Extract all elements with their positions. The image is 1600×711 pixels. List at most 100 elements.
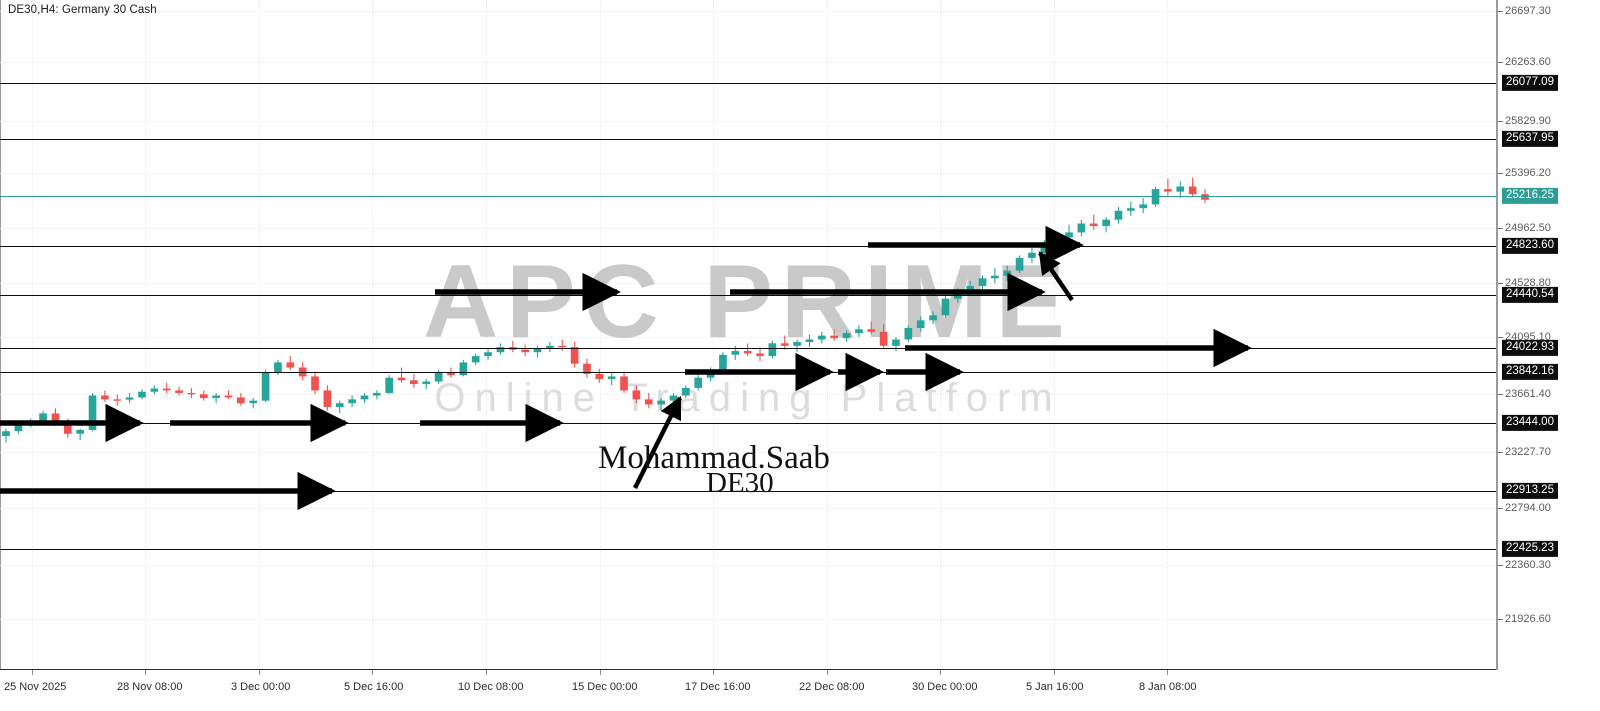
gridline-h-5 [0,283,1496,284]
time-axis-label-6: 17 Dec 16:00 [685,681,751,693]
candle-body-bull [1139,204,1148,209]
level-line-24823.60[interactable] [0,246,1496,247]
gridline-h-4 [0,228,1496,229]
level-line-24440.54[interactable] [0,295,1496,296]
time-tick-mark [259,670,260,675]
candle-body-bull [422,381,431,385]
time-axis-label-4: 10 Dec 08:00 [458,681,524,693]
time-axis-label-10: 8 Jan 08:00 [1139,681,1197,693]
candle-body-bull [855,329,863,334]
time-tick-mark [600,670,601,675]
time-tick-mark [713,670,714,675]
candle-body-bull [1102,219,1110,227]
candle-body-bull [212,395,220,399]
current-price-tag[interactable]: 25216.25 [1502,187,1558,205]
current-price-level-line [0,196,1496,197]
level-line-24022.93[interactable] [0,348,1496,349]
candle-body-bull [768,343,777,357]
time-axis-label-5: 15 Dec 00:00 [572,681,638,693]
time-axis-label-7: 22 Dec 08:00 [799,681,865,693]
candle-body-bull [892,339,900,346]
price-level-tag-23842.16[interactable]: 23842.16 [1502,363,1558,381]
candle-body-bear [298,367,307,377]
level-line-26077.09[interactable] [0,83,1496,84]
price-level-tag-24022.93[interactable]: 24022.93 [1502,339,1558,357]
candle-body-bear [224,395,233,398]
price-axis-line [1496,0,1498,670]
gridline-v-4 [486,0,487,670]
candle-body-bull [138,391,146,398]
candle-body-bear [830,335,839,339]
candle-body-bear [410,380,418,385]
price-tick-label-21926.60: 21926.60 [1505,613,1551,625]
price-level-tag-22913.25[interactable]: 22913.25 [1502,482,1558,500]
candle-body-bear [311,376,319,391]
gridline-h-8 [0,452,1496,453]
level-line-25637.95[interactable] [0,139,1496,140]
candle-body-bull [842,333,851,339]
chart-plot-area[interactable]: APC PRIME Online Trading Platform Mohamm… [0,0,1496,670]
candle-body-bear [63,423,72,434]
time-tick-mark [486,670,487,675]
candle-body-bull [150,388,159,392]
price-level-tag-22425.23[interactable]: 22425.23 [1502,540,1558,558]
candle-body-bull [372,392,381,396]
price-tick-label-23227.70: 23227.70 [1505,446,1551,458]
candle-body-bull [471,356,480,363]
drawn-arrow-annotations[interactable] [0,0,1496,670]
time-axis-label-1: 28 Nov 08:00 [117,681,183,693]
candle-body-bear [323,390,332,408]
gridline-h-9 [0,508,1496,509]
gridline-v-8 [940,0,941,670]
candle-body-bull [14,424,23,432]
candle-body-bear [286,362,295,368]
price-level-tag-23444.00[interactable]: 23444.00 [1502,414,1558,432]
level-line-22913.25[interactable] [0,491,1496,492]
gridline-h-3 [0,173,1496,174]
arrow-diag-up-left[interactable] [1038,251,1074,302]
candle-body-bull [793,342,801,346]
candle-body-bull [1015,257,1024,271]
gridline-h-1 [0,62,1496,63]
candle-body-bull [348,399,356,404]
price-tick-mark [1498,508,1503,509]
price-level-tag-26077.09[interactable]: 26077.09 [1502,74,1558,92]
arrow-diag-up-right[interactable] [632,395,683,490]
time-axis-label-8: 30 Dec 00:00 [912,681,978,693]
time-tick-mark [1167,670,1168,675]
time-axis-label-2: 3 Dec 00:00 [231,681,291,693]
candle-body-bull [434,372,443,382]
candle-body-bull [39,413,47,423]
time-tick-mark [145,670,146,675]
price-level-tag-24823.60[interactable]: 24823.60 [1502,237,1558,255]
time-axis[interactable]: 25 Nov 2025 28 Nov 08:00 3 Dec 00:00 5 Dec … [0,670,1496,711]
price-tick-mark [1498,565,1503,566]
candle-body-bear [447,372,455,376]
candle-body-bear [743,350,752,354]
candle-body-bull [2,431,10,437]
candle-body-bull [360,395,369,400]
price-level-tag-25637.95[interactable]: 25637.95 [1502,130,1558,148]
time-tick-mark [827,670,828,675]
price-tick-mark [1498,228,1503,229]
time-axis-label-3: 5 Dec 16:00 [344,681,404,693]
candle-body-bull [546,345,554,349]
candle-body-bear [570,347,579,364]
level-line-23444.00[interactable] [0,423,1496,424]
price-tick-mark [1498,173,1503,174]
chart-title: DE30,H4: Germany 30 Cash [8,4,157,16]
candle-body-bear [1188,186,1197,195]
gridline-v-5 [600,0,601,670]
time-axis-label-9: 5 Jan 16:00 [1026,681,1084,693]
gridline-v-6 [713,0,714,670]
price-tick-mark [1498,452,1503,453]
price-level-tag-24440.54[interactable]: 24440.54 [1502,286,1558,304]
candle-body-bear [187,392,196,395]
candle-body-bull [274,362,282,373]
candle-body-bull [941,298,950,316]
candle-body-bull [817,335,826,340]
candle-body-bear [867,329,876,332]
price-axis[interactable]: 26697.30 26263.60 25829.90 25396.20 24962.50… [1498,0,1600,670]
level-line-22425.23[interactable] [0,549,1496,550]
